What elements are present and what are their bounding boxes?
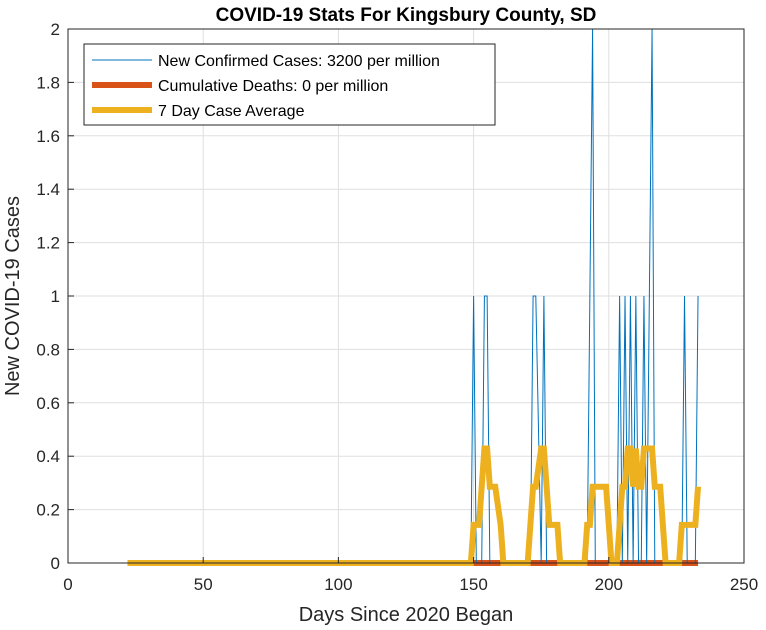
series-line-average xyxy=(127,445,702,566)
y-tick-label: 0.6 xyxy=(36,394,60,413)
y-tick-label: 2 xyxy=(51,20,60,39)
y-axis-label: New COVID-19 Cases xyxy=(2,196,24,396)
ticks: 0 50 100 150 200 250 0 0.2 0.4 0.6 0.8 1 1.2 1.4 1.6 1.… xyxy=(36,20,758,594)
x-tick-label: 50 xyxy=(194,575,213,594)
x-tick-label: 0 xyxy=(63,575,72,594)
legend-label-deaths: Cumulative Deaths: 0 per million xyxy=(158,78,388,95)
y-tick-label: 1.6 xyxy=(36,127,60,146)
y-tick-label: 0.8 xyxy=(36,340,60,359)
x-tick-label: 100 xyxy=(324,575,352,594)
legend: New Confirmed Cases: 3200 per million Cu… xyxy=(83,43,496,126)
x-axis-label: Days Since 2020 Began xyxy=(299,604,514,626)
x-tick-label: 200 xyxy=(595,575,623,594)
y-tick-label: 1.4 xyxy=(36,180,60,199)
y-tick-label: 0.4 xyxy=(36,447,60,466)
y-tick-label: 0 xyxy=(51,554,60,573)
y-tick-label: 1 xyxy=(51,287,60,306)
y-tick-label: 0.2 xyxy=(36,501,60,520)
legend-label-new-cases: New Confirmed Cases: 3200 per million xyxy=(158,53,440,70)
x-tick-label: 250 xyxy=(730,575,758,594)
y-tick-label: 1.8 xyxy=(36,73,60,92)
y-tick-label: 1.2 xyxy=(36,234,60,253)
legend-box xyxy=(83,43,496,126)
x-tick-label: 150 xyxy=(459,575,487,594)
legend-label-average: 7 Day Case Average xyxy=(158,103,305,120)
chart-title: COVID-19 Stats For Kingsbury County, SD xyxy=(216,5,597,26)
